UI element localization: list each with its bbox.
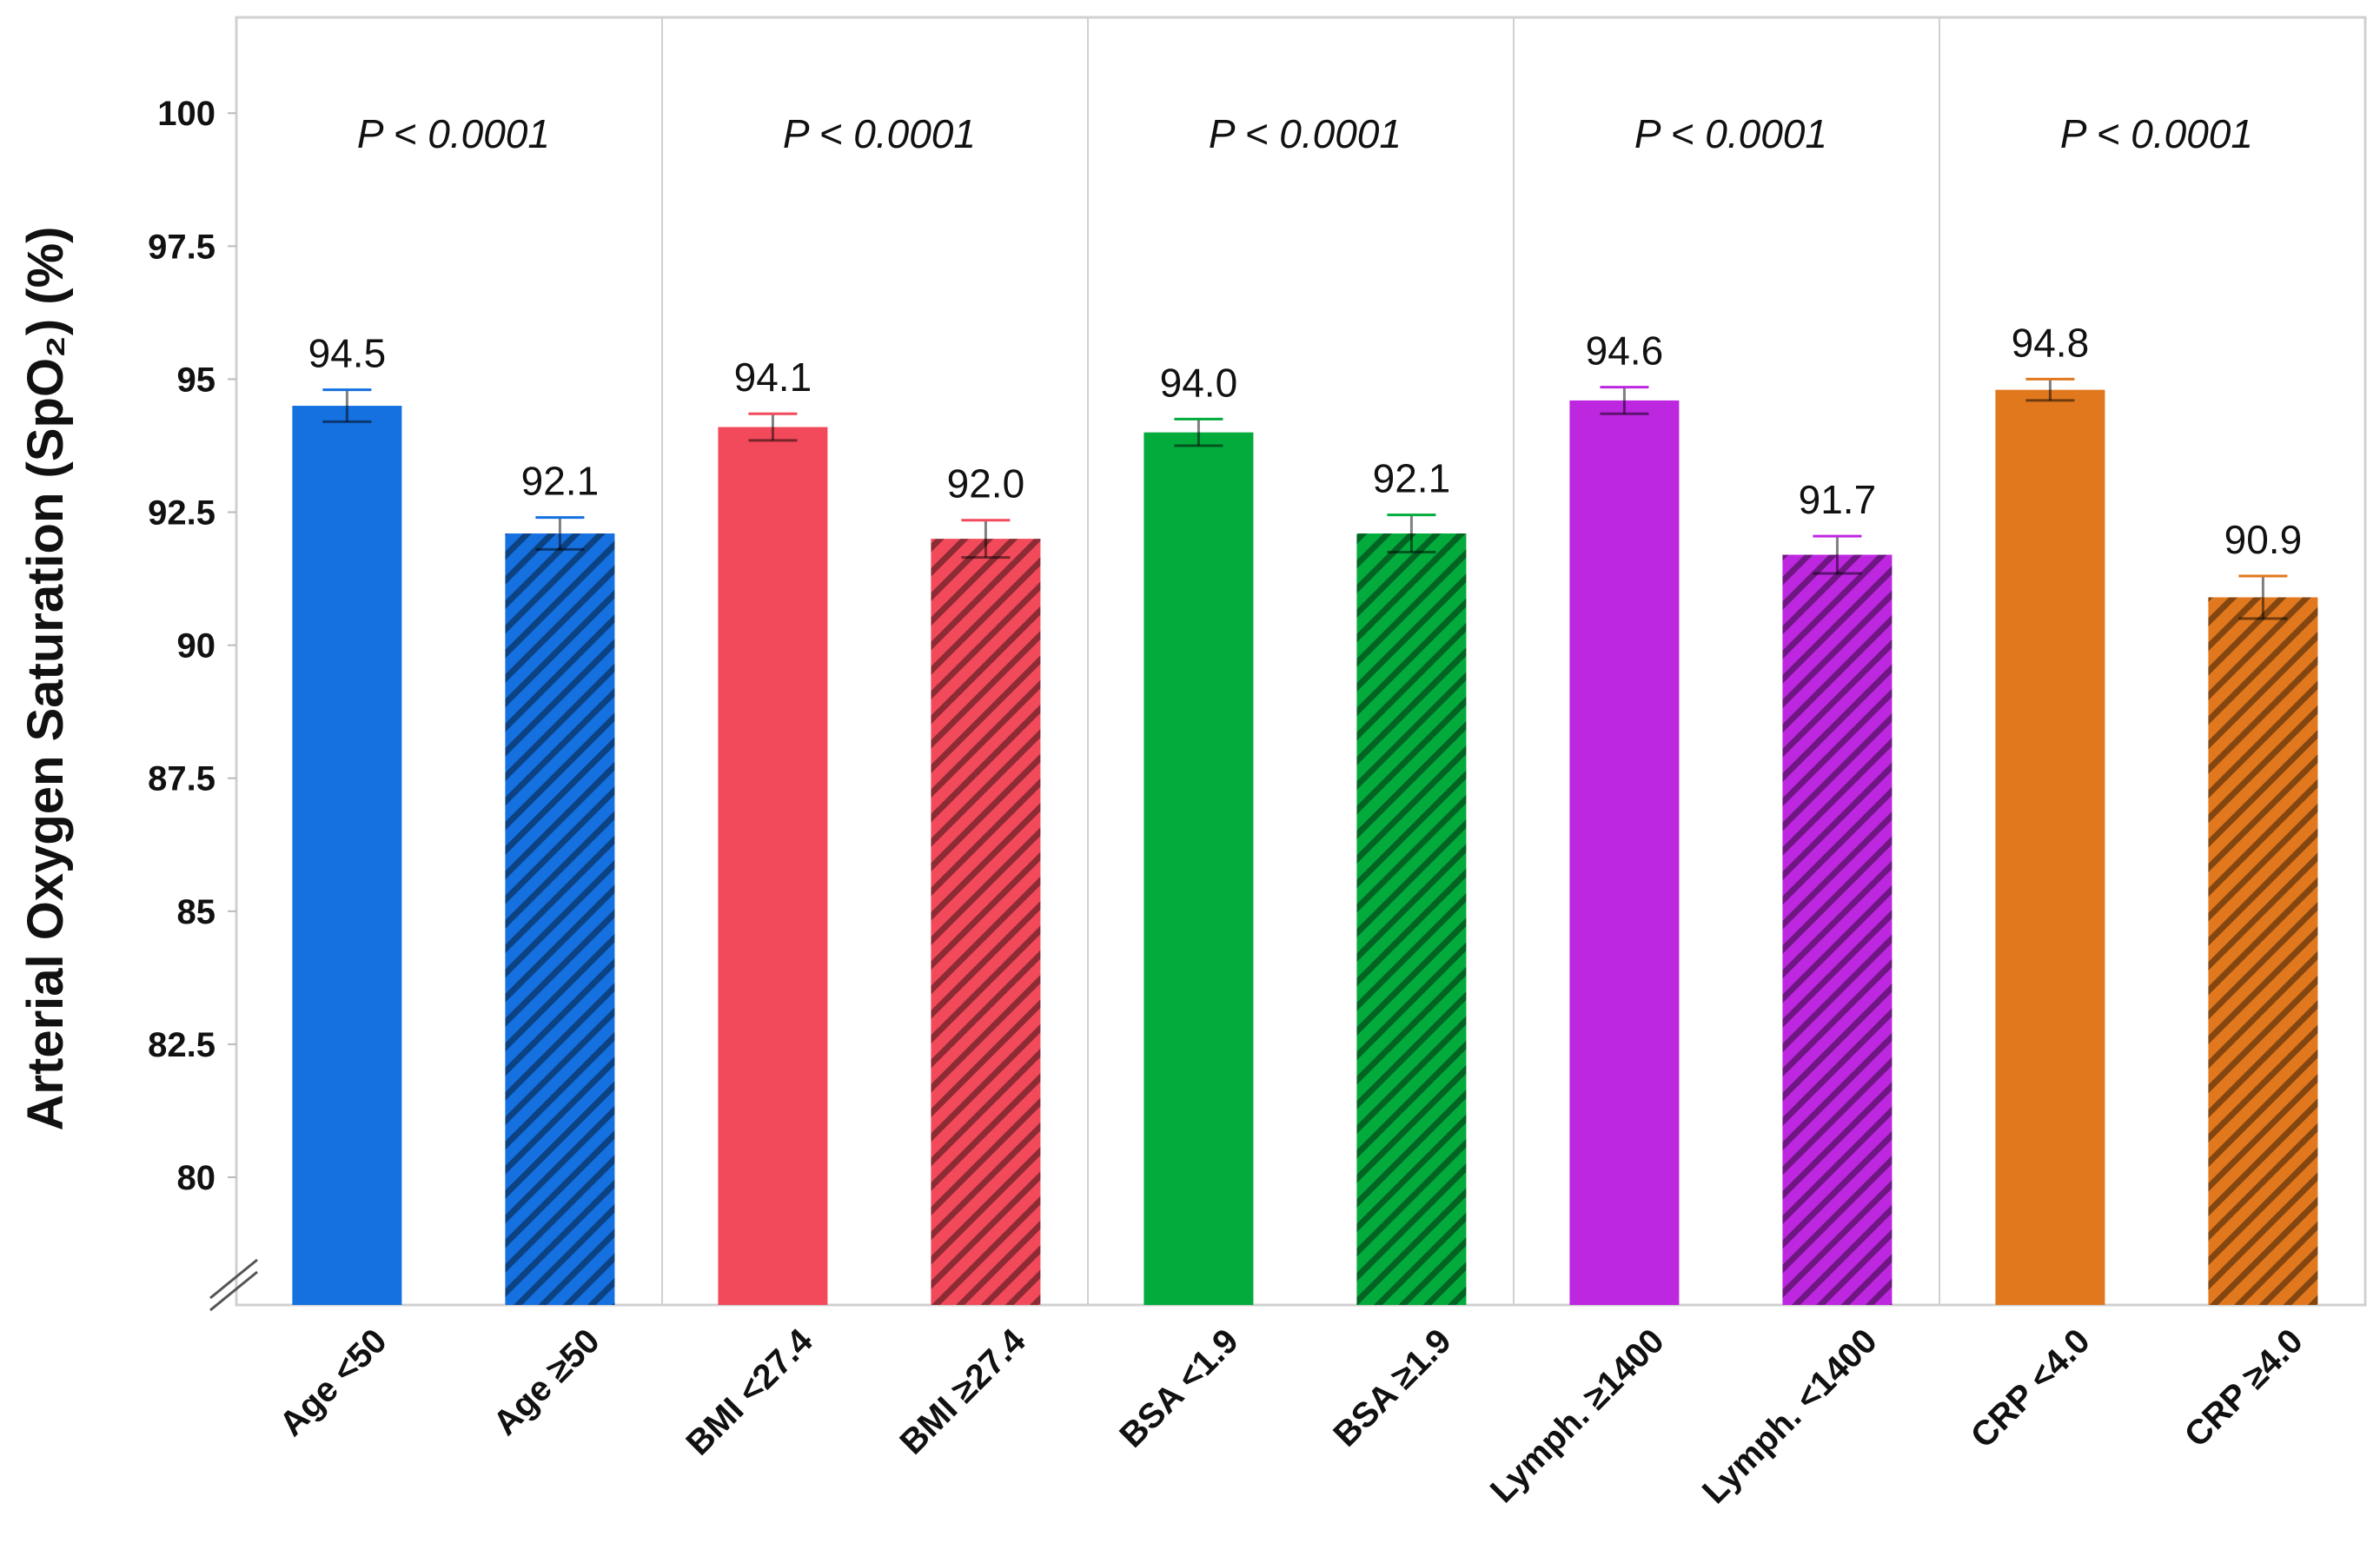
x-axis: Age <50 Age ≥50 BMI <27.4 BMI ≥27.4 BSA <1.9… [272, 1321, 2310, 1511]
x-tick-label: Age ≥50 [486, 1321, 607, 1442]
error-bar [1174, 417, 1223, 447]
error-bar [748, 412, 798, 442]
value-label: 92.1 [1373, 456, 1451, 501]
error-bar [2025, 377, 2075, 402]
bar [718, 427, 828, 1306]
y-tick-label: 97.5 [148, 228, 215, 266]
error-bar [322, 388, 372, 423]
x-tick-label: CRP ≥4.0 [2178, 1321, 2310, 1454]
axis-break-mark [209, 1258, 258, 1300]
bar [505, 533, 615, 1305]
error-bar [1813, 534, 1862, 575]
error-bar [1600, 386, 1649, 415]
value-label: 94.6 [1586, 328, 1664, 374]
error-bar [1387, 513, 1436, 553]
p-value-label: P < 0.0001 [357, 111, 550, 156]
error-bar [961, 519, 1011, 560]
value-label: 94.1 [734, 354, 812, 400]
bar [1995, 389, 2105, 1305]
group-dividers [661, 17, 1940, 1305]
value-label: 94.8 [2012, 320, 2090, 365]
y-axis-label: Arterial Oxygen Saturation (SpO₂) (%) [17, 227, 74, 1131]
p-value-labels: P < 0.0001 P < 0.0001 P < 0.0001 P < 0.0001… [357, 111, 2253, 156]
plot-frame [235, 16, 2367, 1307]
x-tick-label: BSA ≥1.9 [1326, 1321, 1458, 1454]
p-value-label: P < 0.0001 [1209, 111, 1402, 156]
value-labels: 94.5 92.1 94.1 92.0 94.0 92.1 94.6 91.7 94.8 90.9 [308, 320, 2303, 562]
x-tick-label: Lymph. ≥1400 [1483, 1321, 1672, 1510]
y-tick-label: 100 [157, 95, 215, 133]
error-bar [2238, 574, 2288, 620]
error-bars [322, 377, 2288, 620]
x-tick-label: CRP <4.0 [1964, 1321, 2098, 1455]
error-bar [535, 516, 585, 551]
y-tick-label: 85 [177, 893, 216, 931]
bar [1569, 400, 1680, 1305]
bar [1782, 554, 1893, 1305]
x-tick-label: Lymph. <1400 [1695, 1321, 1885, 1511]
value-label: 92.0 [947, 461, 1025, 507]
y-tick-label: 80 [177, 1159, 216, 1197]
bar [1144, 432, 1254, 1305]
y-tick-label: 90 [177, 627, 216, 666]
bar [1356, 533, 1467, 1305]
bars [292, 389, 2318, 1306]
y-tick-label: 92.5 [148, 494, 215, 533]
bar [292, 406, 402, 1306]
y-axis: 80 82.5 85 87.5 90 92.5 95 97.5 100 [148, 95, 258, 1312]
value-label: 92.1 [521, 459, 600, 504]
value-label: 90.9 [2224, 517, 2303, 562]
p-value-label: P < 0.0001 [1634, 111, 1827, 156]
x-tick-label: Age <50 [272, 1321, 394, 1443]
y-tick-label: 82.5 [148, 1026, 215, 1064]
p-value-label: P < 0.0001 [2060, 111, 2253, 156]
value-label: 91.7 [1799, 477, 1877, 522]
y-tick-label: 95 [177, 361, 216, 399]
x-tick-label: BMI <27.4 [679, 1321, 820, 1463]
bar [931, 539, 1041, 1305]
p-value-label: P < 0.0001 [783, 111, 976, 156]
y-tick-label: 87.5 [148, 760, 215, 798]
axis-break-mark [209, 1270, 258, 1312]
bar [2208, 597, 2318, 1305]
x-tick-label: BSA <1.9 [1112, 1321, 1245, 1454]
x-tick-label: BMI ≥27.4 [892, 1321, 1033, 1462]
value-label: 94.5 [308, 331, 387, 376]
value-label: 94.0 [1160, 360, 1238, 405]
